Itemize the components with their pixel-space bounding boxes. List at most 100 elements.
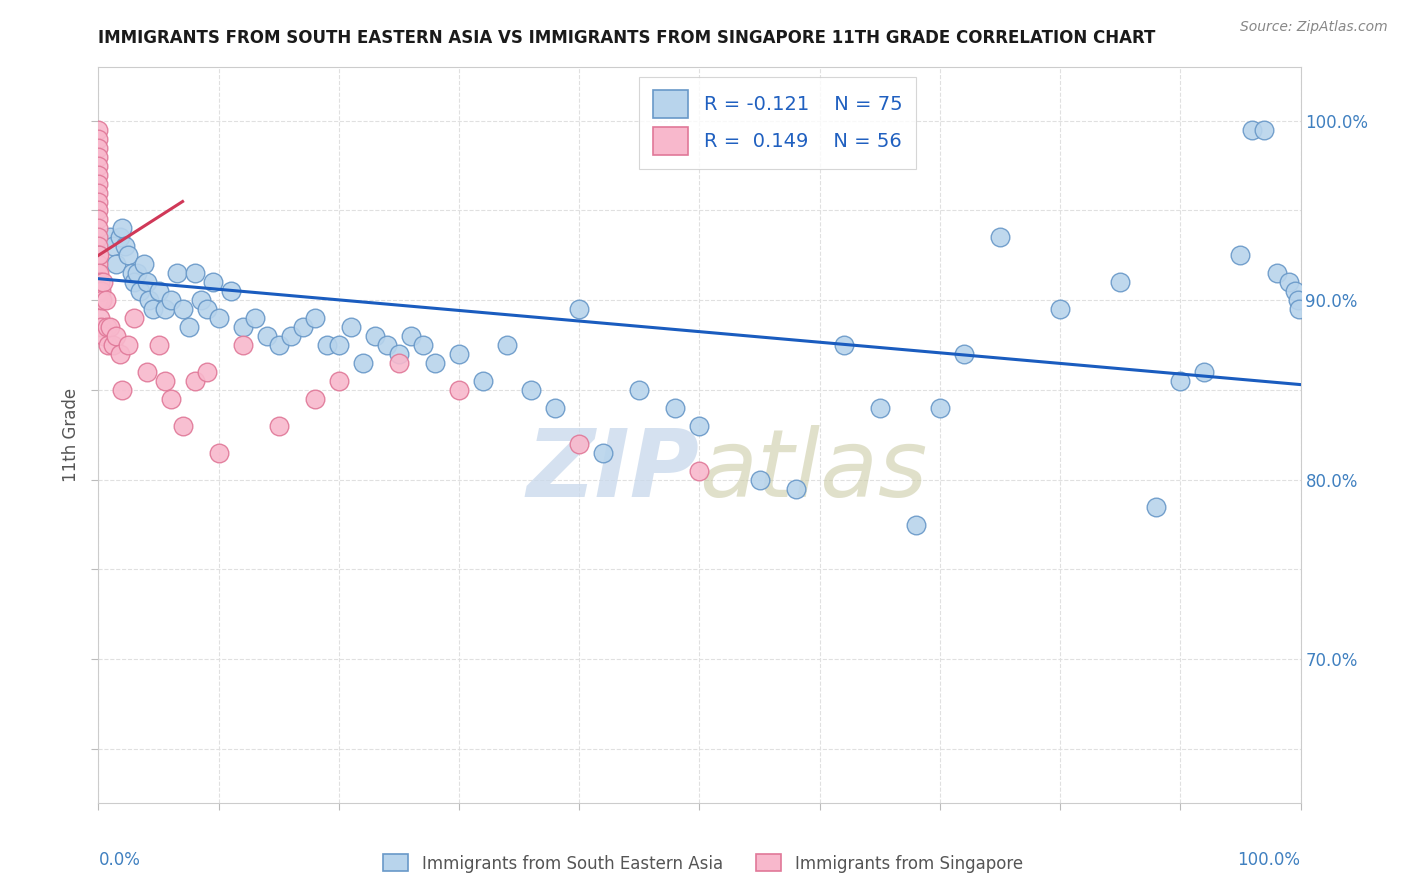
Point — [89, 266, 111, 280]
Point — [148, 285, 170, 299]
Point — [267, 418, 290, 433]
Point — [117, 338, 139, 352]
Point — [94, 293, 117, 308]
Point — [447, 383, 470, 397]
Point — [447, 347, 470, 361]
Point — [87, 257, 110, 271]
Point — [87, 159, 110, 173]
Point — [135, 275, 157, 289]
Point — [388, 356, 411, 370]
Point — [568, 437, 591, 451]
Point — [520, 383, 543, 397]
Point — [544, 401, 567, 415]
Point — [105, 329, 128, 343]
Point — [93, 329, 115, 343]
Point — [232, 338, 254, 352]
Point — [97, 338, 120, 352]
Legend: R = -0.121    N = 75, R =  0.149    N = 56: R = -0.121 N = 75, R = 0.149 N = 56 — [640, 77, 915, 169]
Point — [124, 311, 146, 326]
Point — [628, 383, 651, 397]
Text: Source: ZipAtlas.com: Source: ZipAtlas.com — [1240, 20, 1388, 34]
Point — [953, 347, 976, 361]
Point — [423, 356, 446, 370]
Point — [328, 338, 350, 352]
Point — [87, 141, 110, 155]
Point — [689, 464, 711, 478]
Point — [159, 293, 181, 308]
Point — [832, 338, 855, 352]
Point — [388, 347, 411, 361]
Point — [232, 320, 254, 334]
Point — [208, 446, 231, 460]
Point — [166, 266, 188, 280]
Point — [340, 320, 363, 334]
Point — [1265, 266, 1288, 280]
Point — [114, 239, 136, 253]
Point — [90, 285, 112, 299]
Point — [87, 285, 110, 299]
Point — [90, 320, 112, 334]
Point — [172, 418, 194, 433]
Point — [87, 212, 110, 227]
Point — [87, 239, 110, 253]
Point — [177, 320, 200, 334]
Point — [138, 293, 160, 308]
Point — [121, 266, 143, 280]
Point — [1286, 293, 1309, 308]
Point — [219, 285, 242, 299]
Point — [87, 248, 110, 262]
Point — [243, 311, 266, 326]
Point — [568, 302, 591, 317]
Point — [96, 320, 118, 334]
Point — [399, 329, 422, 343]
Point — [208, 311, 231, 326]
Point — [304, 392, 326, 406]
Point — [364, 329, 387, 343]
Point — [280, 329, 302, 343]
Point — [904, 517, 927, 532]
Point — [1241, 122, 1264, 136]
Point — [256, 329, 278, 343]
Point — [87, 203, 110, 218]
Point — [89, 275, 111, 289]
Point — [375, 338, 398, 352]
Point — [689, 418, 711, 433]
Point — [87, 293, 110, 308]
Point — [153, 302, 176, 317]
Point — [496, 338, 519, 352]
Point — [87, 177, 110, 191]
Point — [153, 374, 176, 388]
Point — [304, 311, 326, 326]
Text: atlas: atlas — [700, 425, 928, 516]
Point — [111, 221, 134, 235]
Point — [352, 356, 374, 370]
Point — [124, 275, 146, 289]
Point — [1284, 285, 1306, 299]
Point — [869, 401, 891, 415]
Point — [89, 293, 111, 308]
Point — [87, 266, 110, 280]
Point — [1144, 500, 1167, 514]
Point — [87, 275, 110, 289]
Point — [105, 257, 128, 271]
Point — [89, 311, 111, 326]
Point — [1170, 374, 1192, 388]
Point — [101, 338, 124, 352]
Y-axis label: 11th Grade: 11th Grade — [62, 388, 80, 482]
Point — [195, 302, 218, 317]
Point — [1229, 248, 1251, 262]
Point — [87, 168, 110, 182]
Legend: Immigrants from South Eastern Asia, Immigrants from Singapore: Immigrants from South Eastern Asia, Immi… — [377, 847, 1029, 880]
Point — [100, 320, 122, 334]
Point — [91, 293, 114, 308]
Point — [117, 248, 139, 262]
Point — [129, 285, 152, 299]
Point — [87, 131, 110, 145]
Point — [412, 338, 434, 352]
Point — [100, 230, 122, 244]
Point — [1049, 302, 1071, 317]
Point — [928, 401, 950, 415]
Point — [87, 122, 110, 136]
Text: ZIP: ZIP — [527, 425, 700, 516]
Point — [87, 230, 110, 244]
